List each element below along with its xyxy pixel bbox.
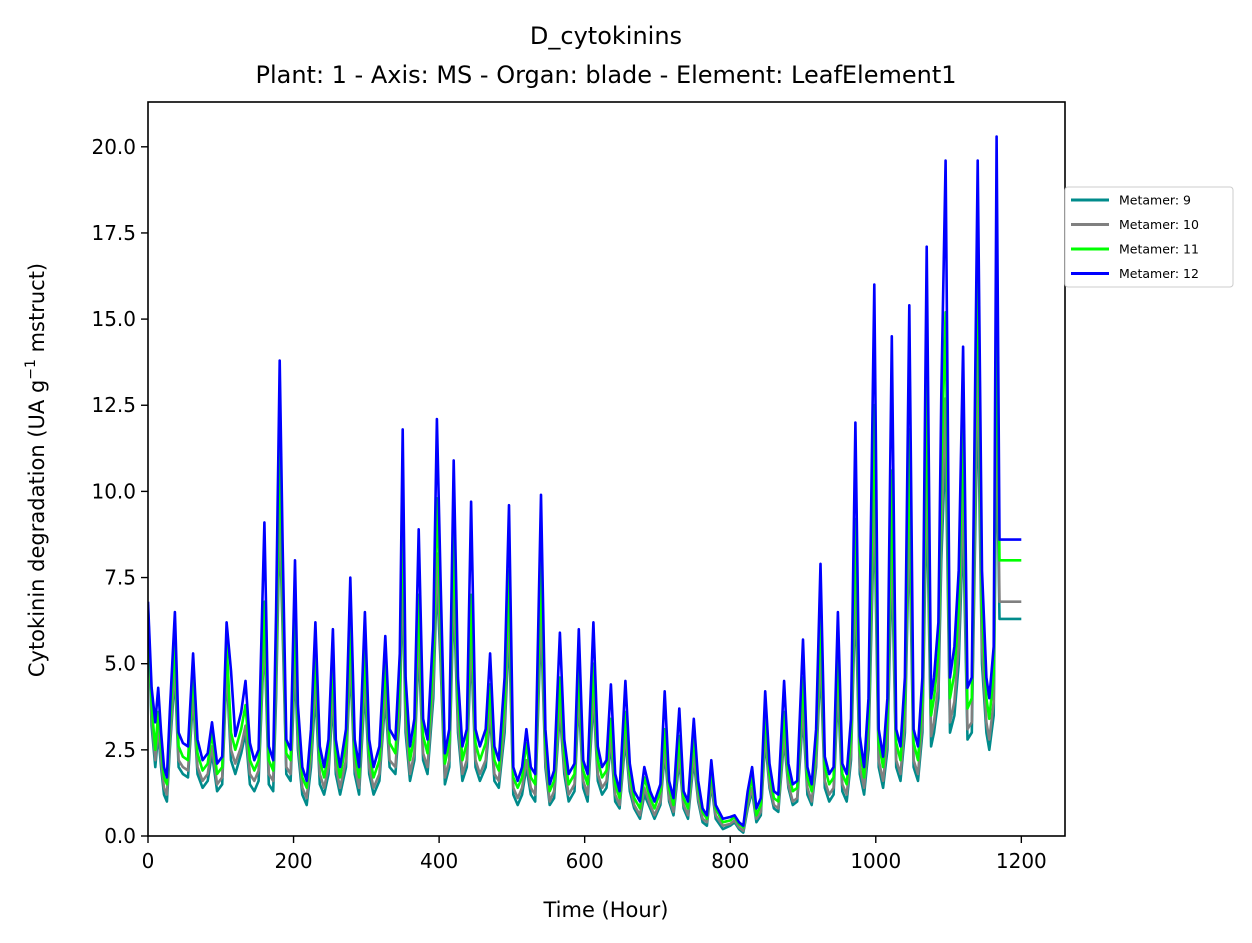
y-tick-label: 10.0 [91,479,136,503]
legend-label: Metamer: 11 [1119,242,1199,257]
legend-label: Metamer: 12 [1119,266,1199,281]
x-tick-label: 1000 [850,849,901,873]
y-tick-label: 15.0 [91,307,136,331]
legend: Metamer: 9 Metamer: 10 Metamer: 11 Metamer:… [1064,186,1234,288]
y-tick-label: 5.0 [104,652,136,676]
x-tick-label: 800 [711,849,749,873]
x-tick-label: 400 [420,849,458,873]
y-tick-label: 12.5 [91,393,136,417]
x-tick-label: 200 [274,849,312,873]
legend-frame [1064,186,1234,288]
legend-label: Metamer: 10 [1119,217,1199,232]
x-tick-label: 0 [142,849,155,873]
chart-title: D_cytokinins [530,22,682,50]
chart-subtitle: Plant: 1 - Axis: MS - Organ: blade - Ele… [255,61,956,89]
x-tick-label: 600 [566,849,604,873]
legend-label: Metamer: 9 [1119,193,1191,208]
series-line-metamer-12 [148,135,1022,827]
x-axis-label: Time (Hour) [542,898,668,922]
x-axis: 0 200 400 600 800 1000 1200 [142,836,1047,873]
series-group [148,135,1022,834]
y-tick-label: 17.5 [91,221,136,245]
y-axis: 0.0 2.5 5.0 7.5 10.0 12.5 15.0 17.5 20.0 [91,135,148,848]
y-tick-label: 2.5 [104,738,136,762]
x-tick-label: 1200 [996,849,1047,873]
plot-frame [147,101,1066,837]
y-tick-label: 7.5 [104,566,136,590]
y-axis-label: Cytokinin degradation (UA g−1 mstruct) [23,263,49,677]
y-tick-label: 0.0 [104,824,136,848]
y-tick-label: 20.0 [91,135,136,159]
